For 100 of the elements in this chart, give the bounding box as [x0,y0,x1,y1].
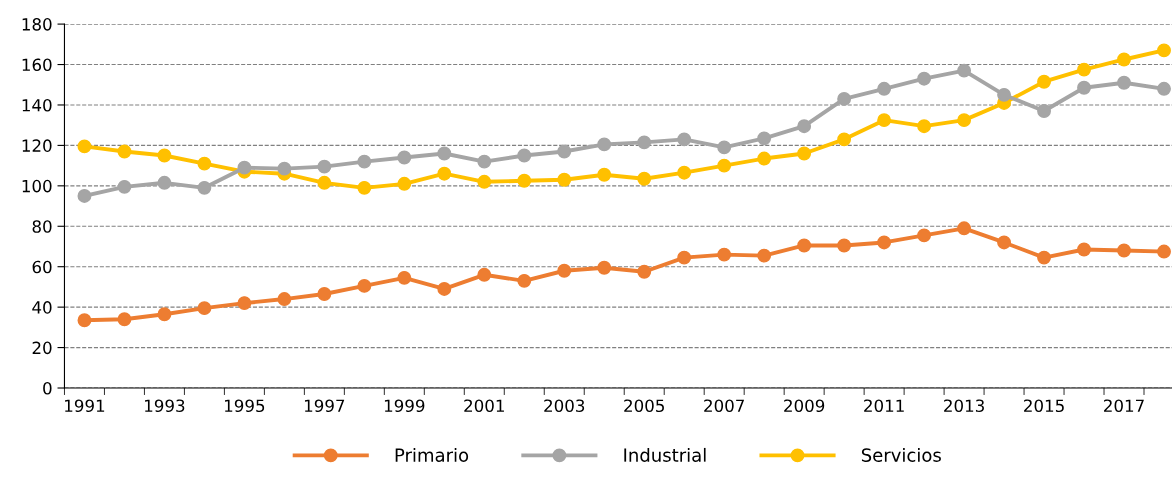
legend-label: Primario [395,447,469,462]
point [1157,244,1171,259]
point [237,296,252,311]
x-tick-label: 2005 [624,399,664,413]
point [237,160,252,175]
point [117,179,132,194]
legend-label: Servicios [861,447,941,462]
point [397,176,412,191]
point [757,131,772,146]
point [917,119,932,134]
x-tick-label: 1993 [145,399,185,413]
y-tick-label: 120 [22,139,52,152]
point [317,159,332,174]
point [317,175,332,190]
point [397,270,412,285]
y-tick-label: 20 [32,341,52,355]
point [357,278,372,293]
point [637,171,652,186]
point [477,267,492,282]
point [1157,43,1171,58]
point [197,156,212,171]
point [1117,243,1131,258]
point [77,139,92,154]
x-tick-label: 1995 [225,399,265,413]
point [557,172,572,187]
point [1077,242,1091,257]
point [157,307,172,322]
point [397,150,412,165]
point [957,221,972,236]
point [797,146,812,161]
point [437,146,452,161]
point [957,113,972,128]
point [517,148,532,163]
x-tick-label: 1999 [384,399,425,413]
point [797,119,812,134]
point [557,263,572,278]
point [917,71,932,86]
point [1077,62,1091,77]
point [517,273,532,288]
y-tick-label: 60 [32,260,52,274]
point [877,235,892,250]
point [597,260,612,275]
x-tick-label: 2009 [784,399,825,413]
point [757,248,772,263]
point [317,287,332,301]
point [997,87,1012,102]
x-tick-label: 2003 [544,399,585,413]
y-tick-label: 0 [43,381,52,395]
point [877,113,892,128]
y-tick-label: 80 [32,220,52,233]
y-tick-label: 160 [22,58,52,72]
point [637,264,652,279]
point [717,158,732,173]
point [357,180,372,195]
x-tick-label: 2017 [1104,399,1144,413]
point [1157,81,1171,96]
point [957,63,972,78]
x-tick-label: 1997 [304,399,345,413]
point [1117,52,1131,67]
point [917,228,932,243]
point [597,167,612,182]
point [1117,75,1131,90]
y-tick-label: 140 [22,98,52,112]
point [1037,250,1051,265]
point [757,151,772,166]
point [677,132,692,147]
point [637,135,652,150]
point [597,137,612,152]
point [157,175,172,190]
point [117,144,132,159]
point [997,235,1012,250]
point [877,81,892,96]
point [117,312,132,327]
point [717,247,732,262]
point [197,301,212,316]
point [1037,104,1051,118]
x-tick-label: 2013 [944,399,984,413]
legend-label: Industrial [624,447,706,462]
point [277,161,292,176]
point [197,180,212,195]
point [277,292,292,306]
point [677,250,692,265]
point [677,165,692,180]
point [837,238,852,253]
y-tick-label: 180 [22,18,52,31]
y-tick-label: 100 [22,179,52,193]
point [797,238,812,253]
point [837,91,852,106]
x-tick-label: 1991 [65,399,105,413]
point [837,132,852,147]
point [437,282,452,296]
point [477,154,492,169]
point [717,140,732,155]
point [77,313,92,328]
y-tick-label: 40 [32,301,52,314]
point [1077,80,1091,95]
point [557,144,572,159]
point [437,166,452,181]
x-tick-label: 2011 [864,399,904,413]
point [357,154,372,169]
